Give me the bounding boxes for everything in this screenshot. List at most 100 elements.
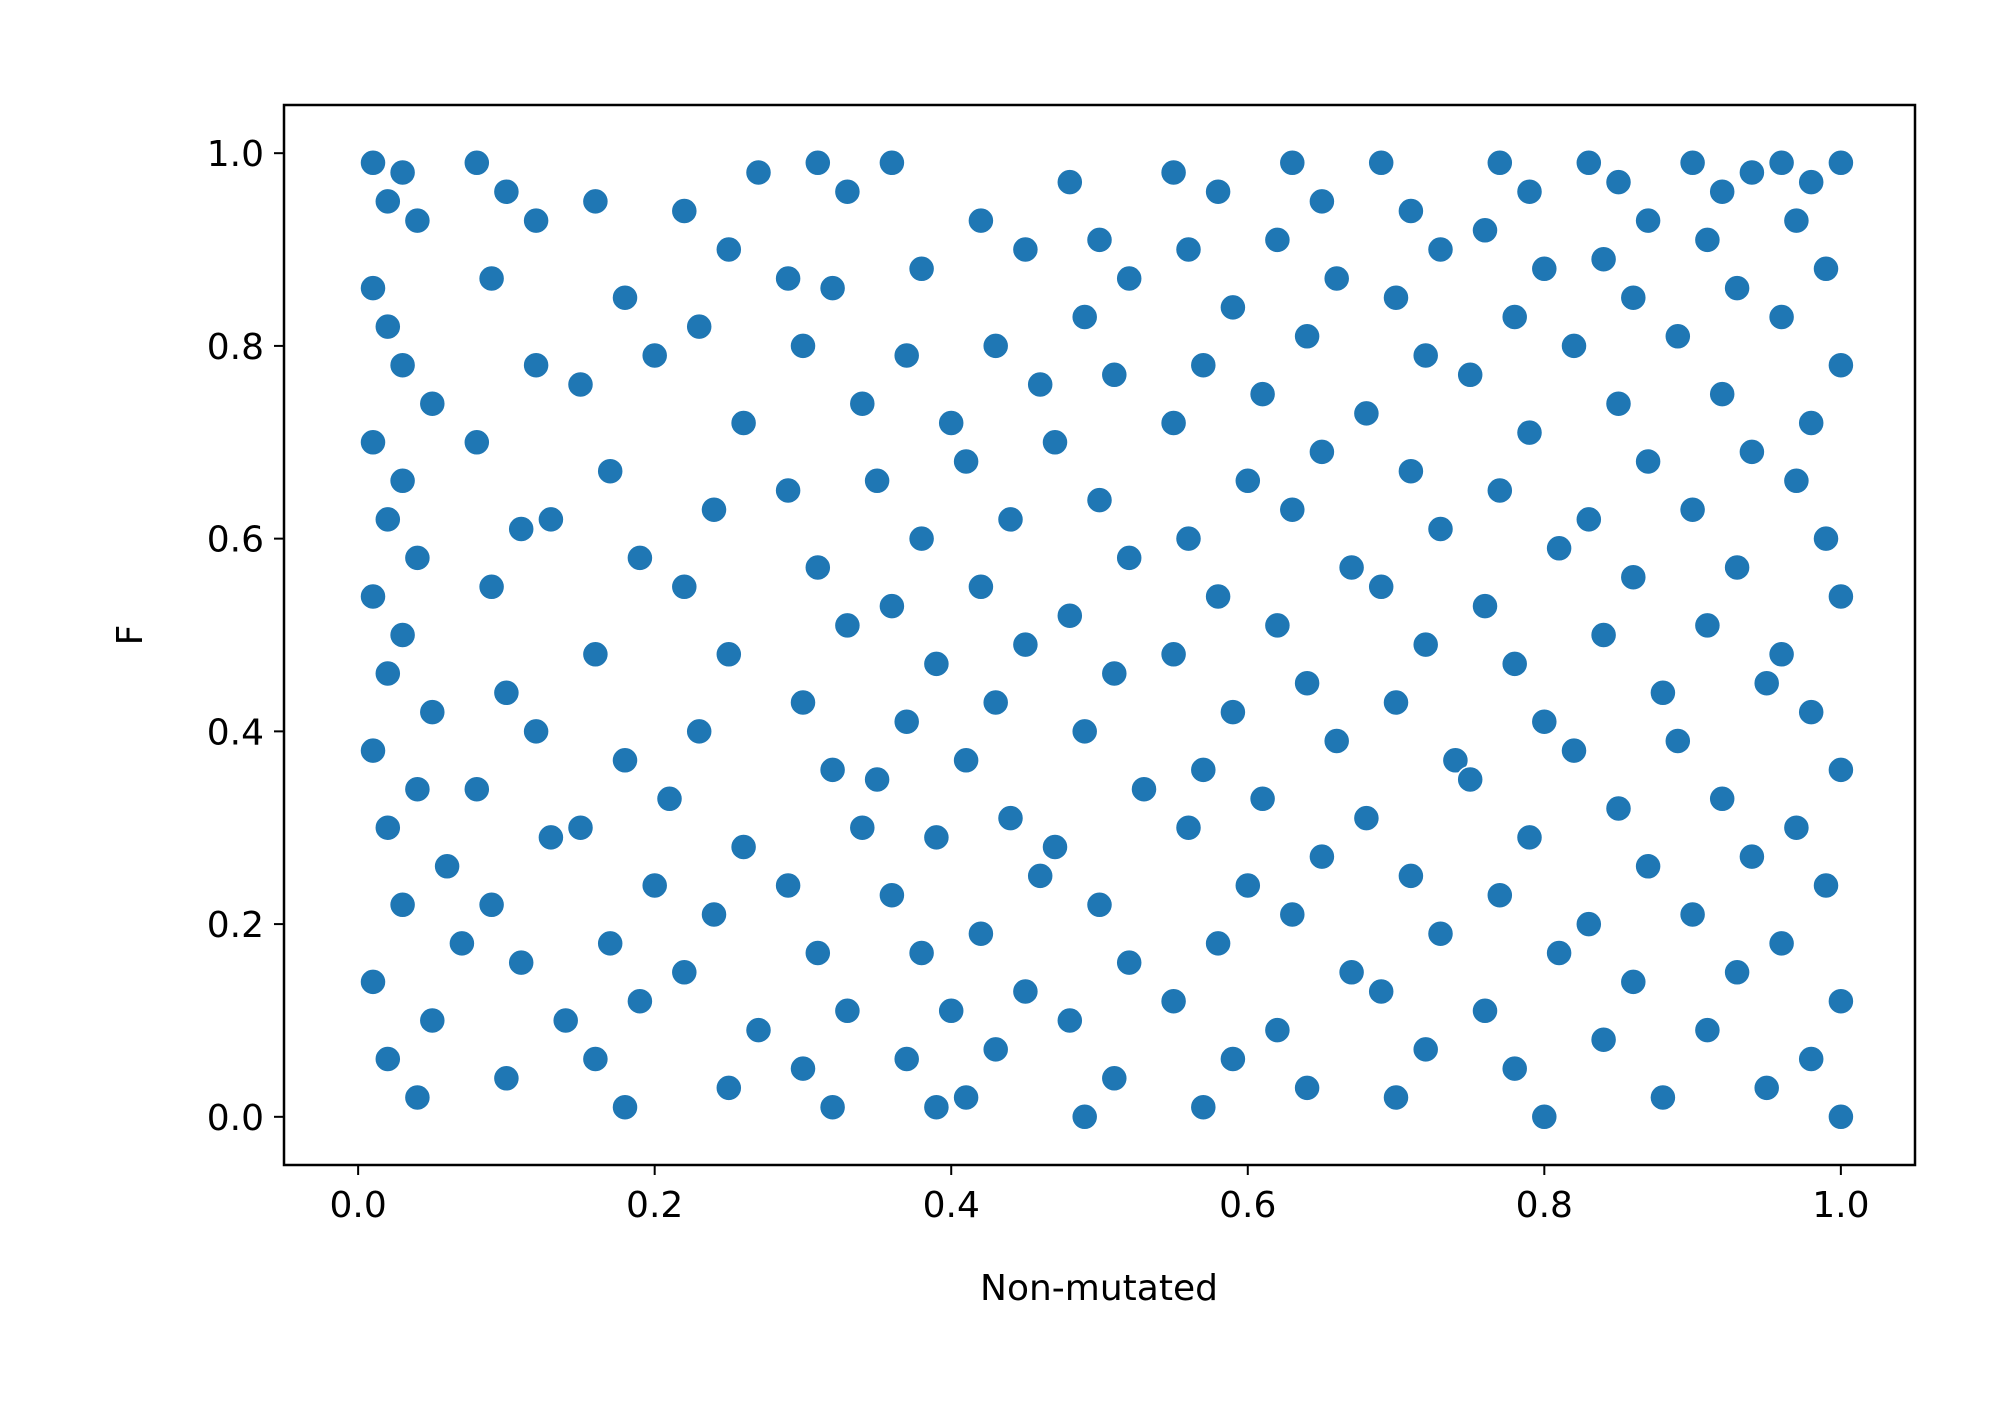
data-point bbox=[1515, 823, 1544, 852]
data-point bbox=[374, 1045, 402, 1073]
data-point bbox=[1130, 775, 1158, 803]
data-point bbox=[1827, 987, 1855, 1015]
y-tick-label: 0.0 bbox=[207, 1098, 264, 1139]
data-point bbox=[1545, 534, 1573, 563]
data-point bbox=[996, 505, 1025, 534]
data-point bbox=[1634, 206, 1662, 235]
data-point bbox=[1234, 871, 1262, 900]
data-point bbox=[611, 1093, 639, 1121]
data-point bbox=[1500, 1054, 1529, 1083]
data-point bbox=[1619, 968, 1648, 996]
data-point bbox=[1367, 573, 1395, 601]
data-point bbox=[1693, 226, 1722, 254]
x-tick-label: 0.4 bbox=[923, 1185, 980, 1226]
data-point bbox=[403, 544, 432, 572]
data-point bbox=[1100, 361, 1129, 389]
data-point bbox=[981, 332, 1010, 360]
data-point bbox=[1337, 553, 1366, 582]
data-point bbox=[374, 813, 402, 842]
data-point bbox=[640, 341, 669, 370]
data-point bbox=[1767, 929, 1796, 958]
data-point bbox=[1812, 871, 1840, 900]
data-point bbox=[1308, 438, 1336, 466]
data-point bbox=[1322, 264, 1351, 293]
y-tick-label: 0.8 bbox=[207, 327, 264, 368]
x-tick-label: 1.0 bbox=[1812, 1185, 1869, 1226]
data-point bbox=[463, 775, 491, 803]
data-point bbox=[1174, 813, 1203, 842]
data-point bbox=[1219, 1045, 1247, 1073]
data-point bbox=[418, 389, 447, 418]
data-point bbox=[804, 149, 832, 177]
data-point bbox=[952, 447, 980, 476]
data-point bbox=[1797, 1045, 1825, 1073]
data-point bbox=[922, 1093, 951, 1121]
data-point bbox=[1486, 476, 1514, 505]
data-point bbox=[1723, 553, 1751, 582]
data-point bbox=[1337, 958, 1366, 987]
data-point bbox=[1411, 630, 1440, 659]
data-point bbox=[374, 659, 402, 688]
data-point bbox=[833, 177, 862, 206]
points-layer bbox=[359, 149, 1855, 1131]
data-point bbox=[1649, 679, 1677, 707]
data-point bbox=[1634, 852, 1662, 881]
data-point bbox=[878, 149, 906, 177]
data-point bbox=[1411, 341, 1440, 370]
data-point bbox=[685, 312, 713, 341]
data-point bbox=[596, 457, 624, 485]
data-point bbox=[833, 997, 862, 1025]
data-point bbox=[892, 341, 921, 370]
data-point bbox=[774, 476, 802, 505]
data-point bbox=[1530, 255, 1559, 283]
data-point bbox=[507, 515, 535, 543]
data-point bbox=[715, 1074, 743, 1102]
data-point bbox=[981, 688, 1010, 717]
data-point bbox=[359, 968, 387, 996]
data-point bbox=[522, 351, 550, 379]
data-point bbox=[1100, 659, 1129, 688]
data-point bbox=[1456, 361, 1484, 389]
data-point bbox=[1159, 987, 1188, 1015]
data-point bbox=[1397, 862, 1425, 890]
data-point bbox=[611, 283, 639, 312]
data-point bbox=[1827, 351, 1855, 379]
data-point bbox=[1056, 601, 1084, 630]
y-tick-label: 1.0 bbox=[207, 134, 264, 175]
data-point bbox=[863, 467, 891, 495]
data-point bbox=[1619, 563, 1648, 591]
data-point bbox=[374, 312, 402, 341]
data-point bbox=[359, 736, 387, 765]
data-point bbox=[1619, 283, 1648, 312]
data-point bbox=[1263, 226, 1292, 254]
data-point bbox=[1604, 794, 1633, 823]
data-point bbox=[1767, 149, 1796, 177]
data-point bbox=[1367, 977, 1395, 1006]
data-point bbox=[1382, 688, 1410, 717]
data-point bbox=[1308, 842, 1336, 871]
data-point bbox=[522, 206, 550, 235]
data-point bbox=[1471, 997, 1499, 1025]
data-point bbox=[1219, 698, 1247, 726]
data-point bbox=[878, 592, 906, 620]
data-point bbox=[1174, 524, 1203, 553]
data-point bbox=[566, 813, 595, 842]
data-point bbox=[374, 505, 402, 534]
x-axis-title: Non-mutated bbox=[980, 1268, 1218, 1309]
data-point bbox=[626, 987, 654, 1015]
data-point bbox=[388, 158, 417, 187]
data-point bbox=[670, 958, 699, 987]
data-point bbox=[492, 177, 521, 206]
data-point bbox=[359, 428, 387, 457]
data-point bbox=[581, 1045, 610, 1073]
data-point bbox=[1678, 495, 1707, 524]
data-point bbox=[729, 833, 758, 861]
data-point bbox=[418, 698, 447, 726]
data-point bbox=[863, 765, 891, 794]
data-point bbox=[1530, 1103, 1559, 1131]
data-point bbox=[804, 553, 832, 582]
data-point bbox=[388, 467, 417, 495]
data-point bbox=[492, 1064, 521, 1093]
data-point bbox=[981, 1035, 1010, 1064]
data-point bbox=[744, 158, 773, 187]
